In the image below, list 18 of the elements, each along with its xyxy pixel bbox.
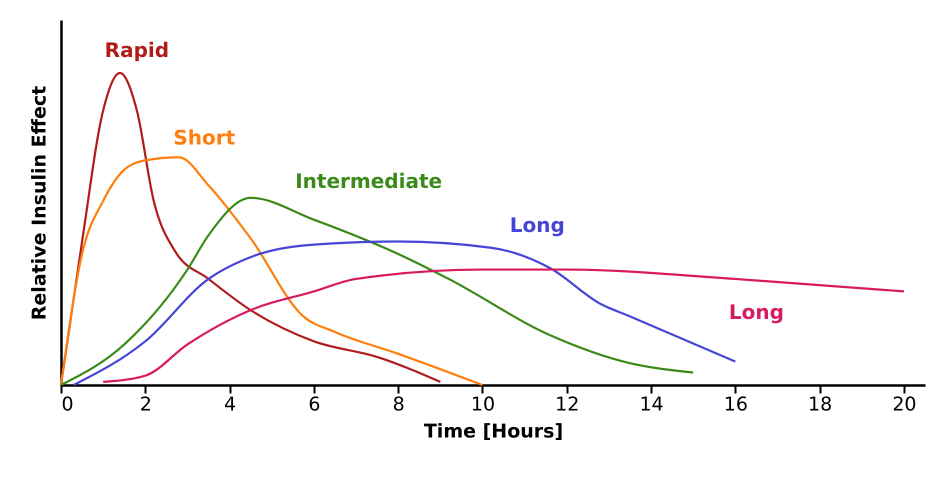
x-tick-label: 10 [470, 394, 496, 416]
series-label: Short [173, 126, 236, 150]
series-label: Long [510, 212, 565, 237]
x-tick-label: 12 [555, 394, 580, 416]
x-tick-label: 16 [724, 394, 748, 416]
series-label: Long [728, 300, 784, 324]
x-tick-label: 6 [308, 394, 320, 416]
x-tick-label: 18 [808, 394, 832, 416]
x-tick-label: 0 [62, 394, 74, 416]
x-tick-label: 14 [639, 394, 664, 416]
y-axis-title: Relative Insulin Effect [28, 86, 50, 320]
series-label: Intermediate [295, 169, 442, 194]
x-axis-title: Time [Hours] [424, 420, 564, 442]
x-tick-label: 20 [892, 394, 917, 416]
x-tick-label: 2 [140, 394, 152, 416]
x-tick-label: 4 [224, 394, 236, 416]
x-tick-label: 8 [392, 394, 405, 416]
series-label: Rapid [104, 38, 170, 62]
